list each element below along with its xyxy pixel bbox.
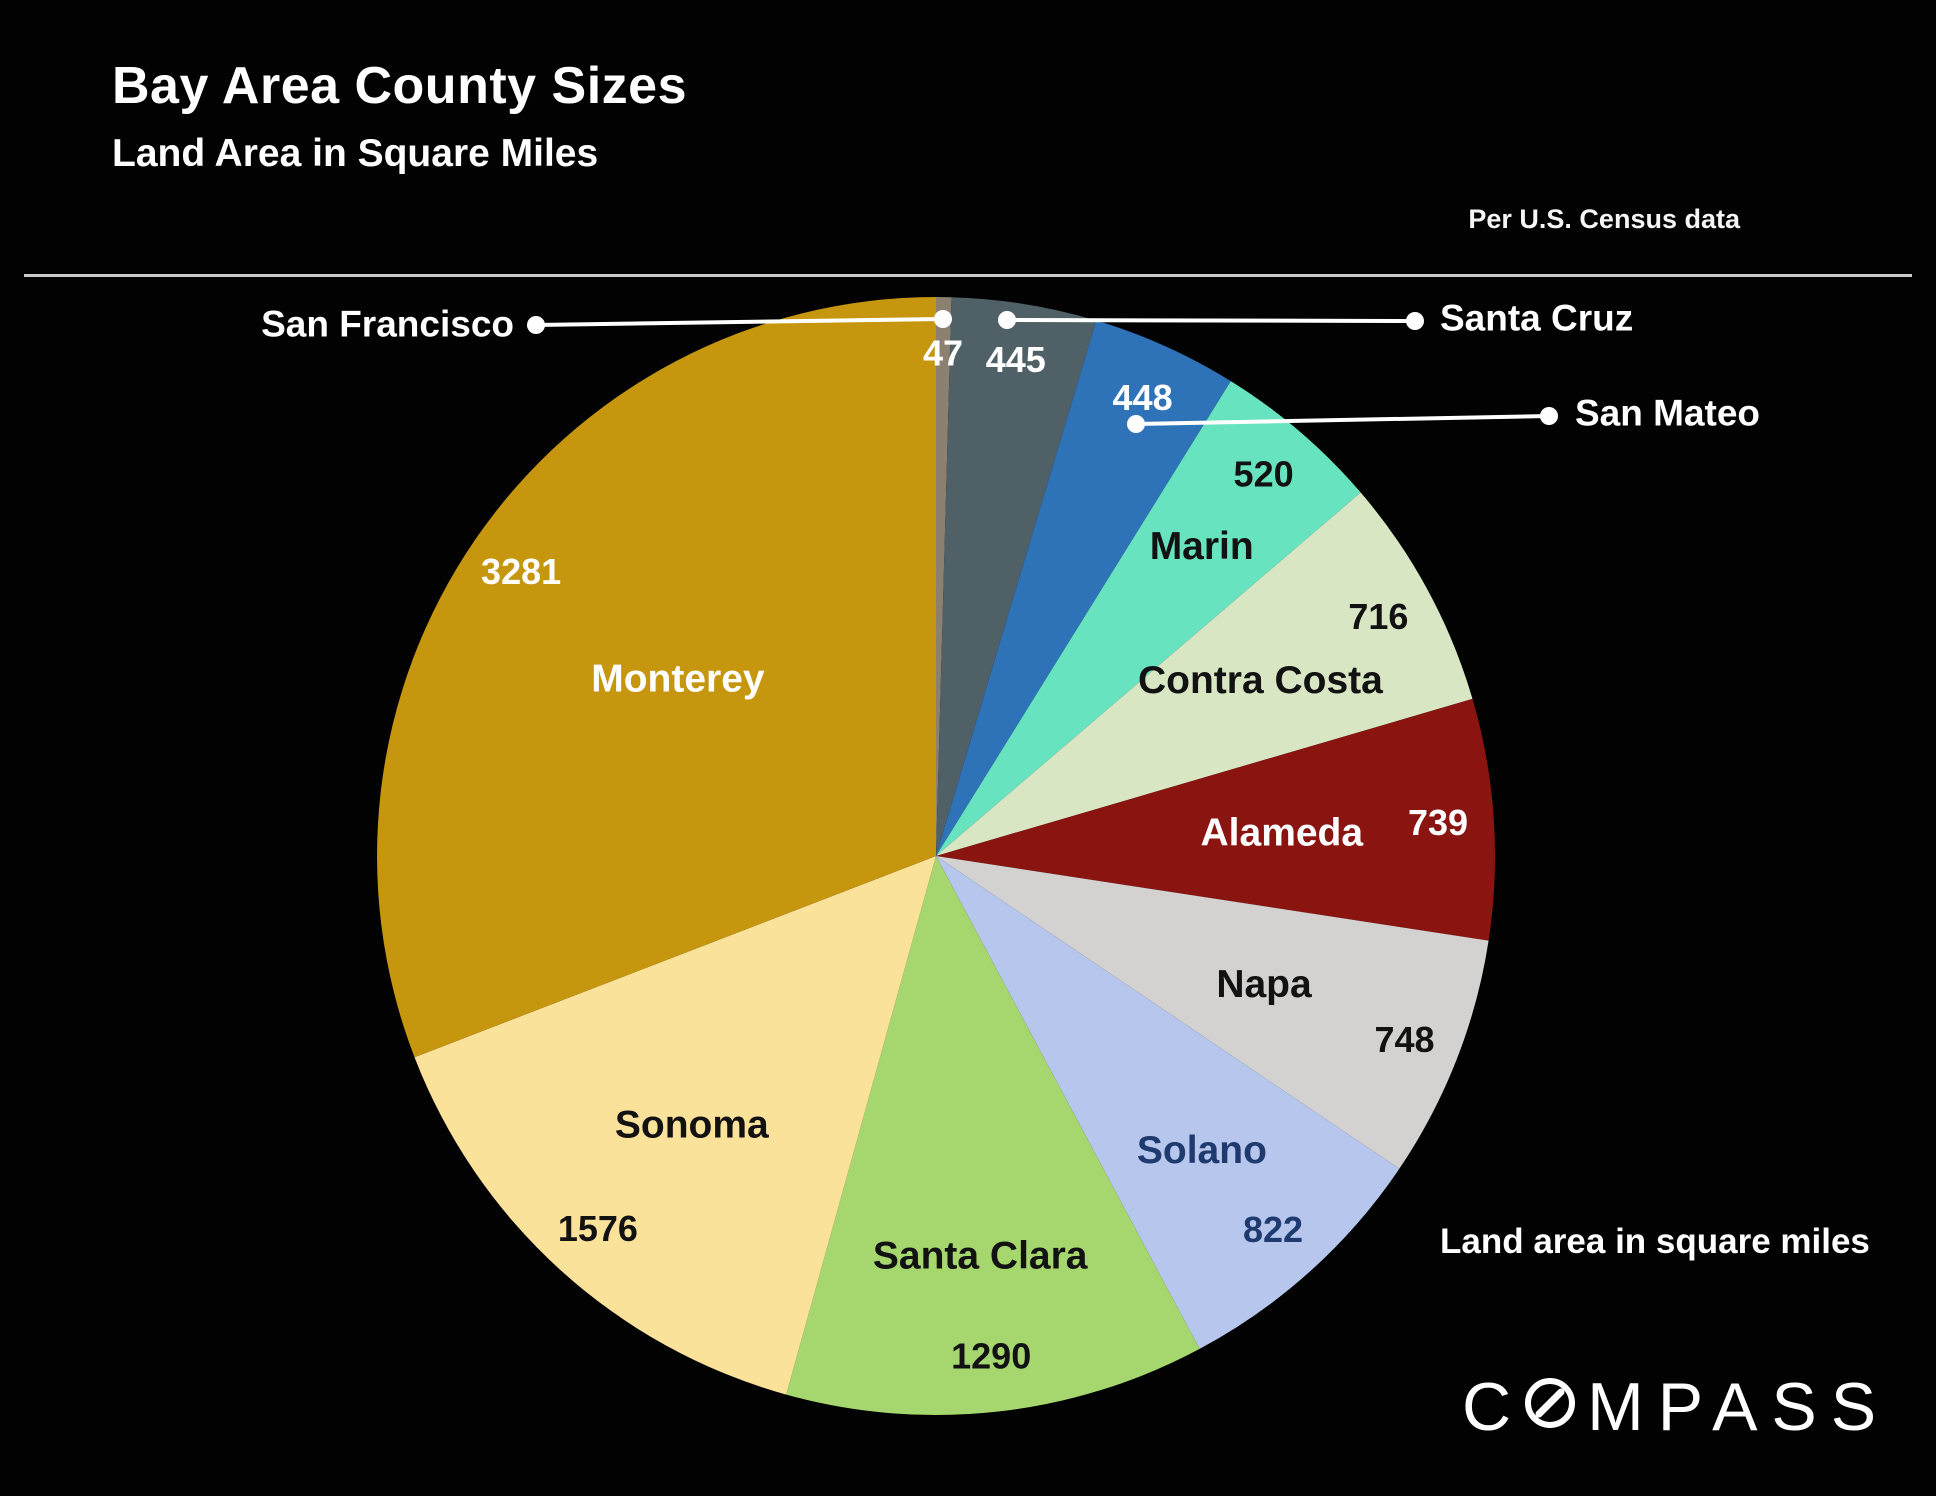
pie-slice-marin [936,381,1361,856]
pie-slice-santa-clara [786,856,1200,1416]
slice-label-marin: Marin [1150,525,1254,568]
disclaimer: Based upon data sources deemed reliable,… [14,1418,776,1496]
slice-value-napa: 748 [1374,1019,1434,1060]
slice-label-santa-cruz: Santa Cruz [1440,298,1633,339]
slice-value-sonoma: 1576 [558,1208,638,1249]
callout-dot-santa-cruz [998,311,1016,329]
slice-label-sonoma: Sonoma [615,1104,769,1147]
callout-line-san-mateo [1135,414,1550,426]
slice-label-alameda: Alameda [1201,812,1364,855]
slice-value-alameda: 739 [1408,802,1468,843]
pie-slice-alameda [936,698,1496,941]
callout-dot-san-francisco [527,316,545,334]
pie-slice-contra-costa [936,492,1473,856]
callout-dot-santa-cruz [1406,312,1424,330]
pie-slice-solano [936,856,1400,1349]
slice-value-santa-clara: 1290 [951,1336,1031,1377]
slice-label-solano: Solano [1137,1129,1267,1172]
slice-value-monterey: 3281 [481,551,561,592]
page-title: Bay Area County Sizes [112,57,687,115]
slice-label-san-francisco: San Francisco [261,304,514,345]
slice-labels: 47 San Francisco 445 Santa Cruz 448 San Mateo… [261,298,1760,1377]
slice-value-san-francisco: 47 [923,332,963,373]
pie-slice-san-mateo [936,320,1231,856]
slice-label-contra-costa: Contra Costa [1138,659,1383,702]
callout-dot-san-mateo [1540,407,1558,425]
page-subtitle: Land Area in Square Miles [112,132,599,175]
pie-slice-san-francisco [936,296,952,856]
slice-value-solano: 822 [1243,1209,1303,1250]
pie-wedges [377,296,1496,1416]
slice-label-monterey: Monterey [591,657,765,700]
compass-needle-o-icon [1523,1368,1577,1446]
slice-value-san-mateo: 448 [1113,377,1173,418]
slice-value-marin: 520 [1234,454,1294,495]
callout-dot-san-mateo [1127,415,1145,433]
callout-line-santa-cruz [1006,318,1416,323]
logo-letters-mpass: MPASS [1587,1369,1891,1445]
slice-label-santa-clara: Santa Clara [873,1235,1088,1278]
logo-letter-c: C [1462,1369,1526,1445]
callout-lines [527,310,1558,433]
callout-dot-san-francisco [934,310,952,328]
pie-slice-sonoma [414,856,936,1395]
pie-slice-santa-cruz [936,297,1097,856]
source-note: Per U.S. Census data [1468,204,1740,234]
pie-slice-monterey [377,297,936,1058]
header-divider [24,274,1912,277]
slice-label-san-mateo: San Mateo [1575,393,1760,434]
slice-value-santa-cruz: 445 [986,339,1046,380]
header: Bay Area County Sizes Land Area in Squar… [112,56,687,176]
unit-note: Land area in square miles [1440,1222,1870,1261]
slice-value-contra-costa: 716 [1348,596,1408,637]
callout-line-san-francisco [535,317,944,327]
slice-label-napa: Napa [1216,963,1312,1006]
compass-logo: C MPASS [1462,1368,1890,1446]
pie-slice-napa [936,856,1489,1169]
